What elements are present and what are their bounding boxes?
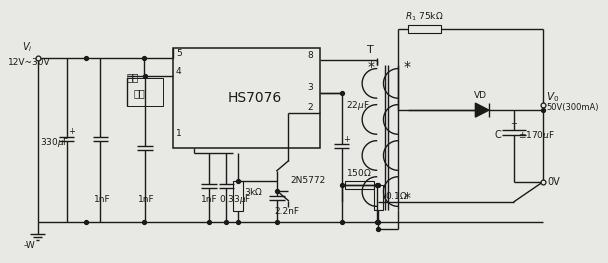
Text: +: + <box>69 128 75 136</box>
Text: 2.2nF: 2.2nF <box>274 206 299 216</box>
Text: 1nF: 1nF <box>138 195 155 204</box>
Bar <box>407 24 441 33</box>
Text: 1: 1 <box>176 129 182 138</box>
Text: 0V: 0V <box>547 177 560 187</box>
Text: $\pm$170$\mu$F: $\pm$170$\mu$F <box>518 129 555 142</box>
Text: VD: VD <box>474 91 486 100</box>
Bar <box>126 78 164 106</box>
Text: 5: 5 <box>176 49 182 58</box>
Text: 22$\mu$F: 22$\mu$F <box>345 99 369 112</box>
Text: HS7076: HS7076 <box>227 91 282 105</box>
Text: $R_1$ 75k$\Omega$: $R_1$ 75k$\Omega$ <box>406 11 444 23</box>
Bar <box>173 48 320 148</box>
Text: $V_i$: $V_i$ <box>22 41 32 54</box>
Text: 2: 2 <box>308 103 313 112</box>
Text: +: + <box>344 135 350 144</box>
Bar <box>345 181 374 189</box>
Text: T: T <box>367 45 374 55</box>
Text: 4: 4 <box>176 67 182 76</box>
Bar <box>374 185 383 210</box>
Text: 外关: 外关 <box>133 88 145 98</box>
Text: 3: 3 <box>308 83 314 92</box>
Text: $V_0$: $V_0$ <box>546 90 559 104</box>
Text: 50V(300mA): 50V(300mA) <box>546 103 599 112</box>
Text: 1nF: 1nF <box>94 195 110 204</box>
Text: 1nF: 1nF <box>201 195 218 204</box>
Text: 12V~30V: 12V~30V <box>7 58 50 67</box>
Text: 150$\Omega$: 150$\Omega$ <box>347 167 372 178</box>
Text: 外关: 外关 <box>126 72 139 82</box>
Text: 330$\mu$F: 330$\mu$F <box>40 136 70 149</box>
Text: +: + <box>510 119 517 128</box>
Text: -W: -W <box>24 241 36 250</box>
Text: *: * <box>368 60 375 74</box>
Text: 3k$\Omega$: 3k$\Omega$ <box>244 186 263 197</box>
Text: C: C <box>495 130 502 140</box>
Text: 0.33$\mu$F: 0.33$\mu$F <box>219 193 251 206</box>
Text: *: * <box>404 191 410 205</box>
Text: 0.1$\Omega$: 0.1$\Omega$ <box>385 190 408 201</box>
Text: *: * <box>404 60 410 74</box>
Polygon shape <box>475 103 489 117</box>
Text: 2N5772: 2N5772 <box>291 176 326 185</box>
Text: 8: 8 <box>308 51 314 60</box>
Bar <box>233 181 243 211</box>
